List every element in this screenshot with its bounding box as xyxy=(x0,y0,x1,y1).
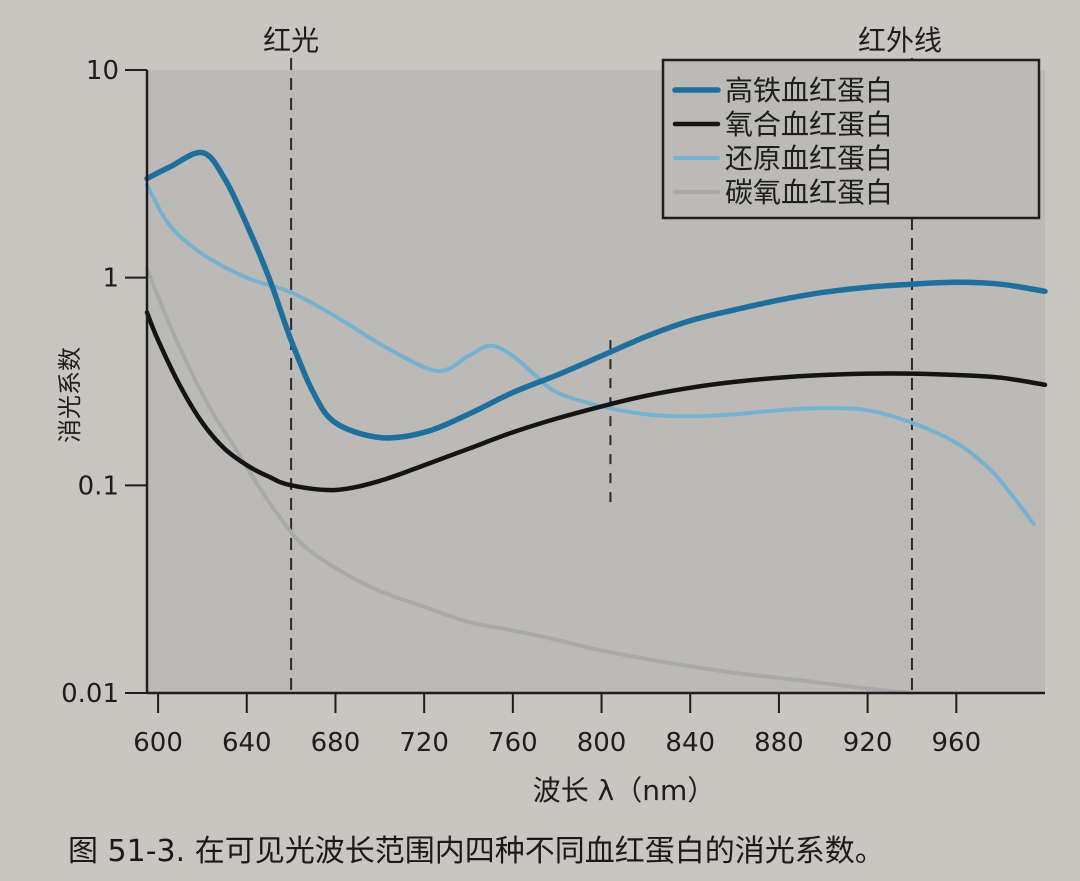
series-line-2 xyxy=(144,310,1048,493)
series-line-3 xyxy=(145,182,1036,527)
series-line-1 xyxy=(144,149,1048,441)
series-line-4 xyxy=(145,267,914,695)
y-tick-label: 10 xyxy=(86,56,119,86)
legend-box xyxy=(661,58,1041,220)
series-layer xyxy=(144,149,1048,695)
axes xyxy=(145,70,1045,695)
x-tick-label: 680 xyxy=(311,728,361,758)
x-tick-label: 920 xyxy=(843,728,893,758)
x-tick-label: 840 xyxy=(665,728,715,758)
x-tick-label: 720 xyxy=(399,728,449,758)
tick-labels: 600 640 680 720 760 800 840 880 920 960 10 1 0.1 0.01 xyxy=(61,56,981,758)
legend-label-2: 氧合血红蛋白 xyxy=(725,108,893,141)
legend-label-4: 碳氧血红蛋白 xyxy=(725,176,893,209)
x-tick-label: 760 xyxy=(488,728,538,758)
x-tick-label: 960 xyxy=(931,728,981,758)
y-tick-label: 0.1 xyxy=(78,471,119,501)
x-tick-label: 880 xyxy=(754,728,804,758)
y-axis-label: 消光系数 xyxy=(56,347,84,443)
x-axis-label: 波长 λ（nm） xyxy=(533,774,716,807)
reference-line-label-1: 红光 xyxy=(263,24,319,57)
legend-label-1: 高铁血红蛋白 xyxy=(725,74,893,107)
figure-caption: 图 51-3. 在可见光波长范围内四种不同血红蛋白的消光系数。 xyxy=(68,834,885,869)
legend-label-3: 还原血红蛋白 xyxy=(725,142,893,175)
x-tick-label: 800 xyxy=(577,728,627,758)
reference-line-label-2: 红外线 xyxy=(858,24,942,57)
x-tick-label: 600 xyxy=(133,728,183,758)
x-tick-label: 640 xyxy=(222,728,272,758)
y-tick-label: 0.01 xyxy=(61,679,119,709)
y-tick-label: 1 xyxy=(102,264,119,294)
